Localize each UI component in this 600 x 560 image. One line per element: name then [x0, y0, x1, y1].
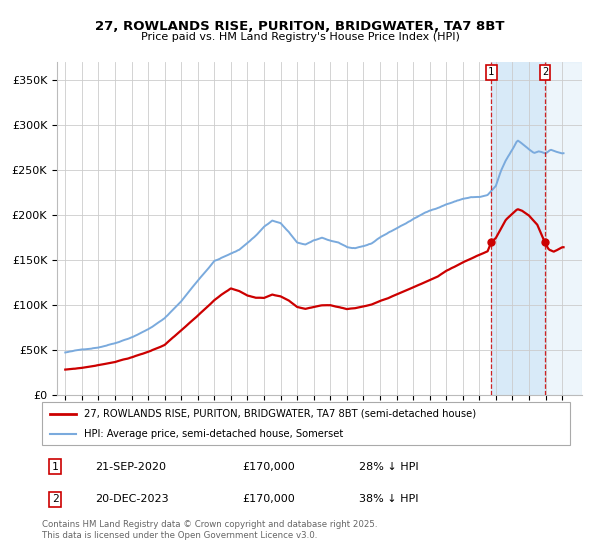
Bar: [545, 62, 582, 395]
Text: 27, ROWLANDS RISE, PURITON, BRIDGWATER, TA7 8BT (semi-detached house): 27, ROWLANDS RISE, PURITON, BRIDGWATER, …: [84, 409, 476, 419]
Text: £170,000: £170,000: [242, 494, 295, 505]
Text: HPI: Average price, semi-detached house, Somerset: HPI: Average price, semi-detached house,…: [84, 430, 343, 440]
Text: 1: 1: [52, 461, 59, 472]
Text: £170,000: £170,000: [242, 461, 295, 472]
Text: 27, ROWLANDS RISE, PURITON, BRIDGWATER, TA7 8BT: 27, ROWLANDS RISE, PURITON, BRIDGWATER, …: [95, 20, 505, 32]
Text: 20-DEC-2023: 20-DEC-2023: [95, 494, 169, 505]
Text: 2: 2: [52, 494, 59, 505]
Text: 28% ↓ HPI: 28% ↓ HPI: [359, 461, 418, 472]
Text: 21-SEP-2020: 21-SEP-2020: [95, 461, 166, 472]
Text: 38% ↓ HPI: 38% ↓ HPI: [359, 494, 418, 505]
Text: 1: 1: [488, 67, 494, 77]
Text: Contains HM Land Registry data © Crown copyright and database right 2025.
This d: Contains HM Land Registry data © Crown c…: [42, 520, 377, 540]
Bar: [491, 62, 545, 395]
Text: Price paid vs. HM Land Registry's House Price Index (HPI): Price paid vs. HM Land Registry's House …: [140, 32, 460, 42]
Text: 2: 2: [542, 67, 548, 77]
